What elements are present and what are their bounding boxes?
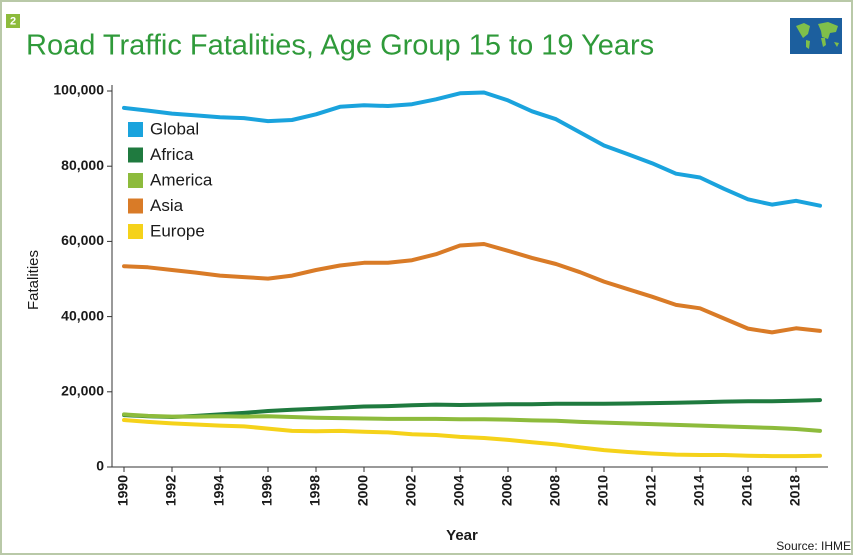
x-tick-label: 1996 bbox=[259, 475, 275, 506]
y-axis-label: Fatalities bbox=[25, 250, 42, 310]
y-tick-label: 40,000 bbox=[61, 307, 104, 323]
x-tick-label: 2012 bbox=[643, 475, 659, 506]
x-tick-label: 1998 bbox=[307, 475, 323, 506]
y-tick-label: 20,000 bbox=[61, 383, 104, 399]
map-icon bbox=[790, 18, 842, 54]
x-tick-label: 2006 bbox=[499, 475, 515, 506]
x-axis-label: Year bbox=[446, 527, 478, 544]
legend-label: Europe bbox=[150, 221, 205, 240]
badge: 2 bbox=[10, 15, 16, 27]
legend-swatch bbox=[128, 173, 143, 188]
y-tick-label: 80,000 bbox=[61, 157, 104, 173]
x-tick-label: 2018 bbox=[787, 475, 803, 506]
legend-label: Africa bbox=[150, 145, 194, 164]
x-tick-label: 2010 bbox=[595, 475, 611, 506]
source: Source: IHME bbox=[776, 539, 851, 553]
legend-swatch bbox=[128, 224, 143, 239]
y-tick-label: 0 bbox=[96, 458, 104, 474]
x-tick-label: 2004 bbox=[451, 475, 467, 506]
x-tick-label: 1990 bbox=[115, 475, 131, 506]
series-line bbox=[122, 418, 822, 459]
series-line bbox=[122, 412, 822, 433]
x-tick-label: 2014 bbox=[691, 475, 707, 506]
badge-box bbox=[6, 14, 20, 28]
y-tick-label: 60,000 bbox=[61, 232, 104, 248]
series-line bbox=[122, 90, 822, 208]
x-tick-label: 2008 bbox=[547, 475, 563, 506]
chart-title: Road Traffic Fatalities, Age Group 15 to… bbox=[26, 30, 654, 62]
legend-label: America bbox=[150, 170, 213, 189]
series-line bbox=[122, 398, 822, 419]
x-tick-label: 1994 bbox=[211, 475, 227, 506]
legend-swatch bbox=[128, 198, 143, 214]
x-tick-label: 2000 bbox=[355, 475, 371, 506]
x-tick-label: 1992 bbox=[163, 475, 179, 506]
y-tick-label: 100,000 bbox=[53, 82, 104, 98]
legend-label: Global bbox=[150, 119, 199, 138]
legend-swatch bbox=[128, 147, 143, 163]
legend-label: Asia bbox=[150, 196, 184, 215]
x-tick-label: 2002 bbox=[403, 475, 419, 506]
series-line bbox=[122, 242, 822, 335]
legend-swatch bbox=[128, 122, 143, 137]
x-tick-label: 2016 bbox=[739, 475, 755, 506]
